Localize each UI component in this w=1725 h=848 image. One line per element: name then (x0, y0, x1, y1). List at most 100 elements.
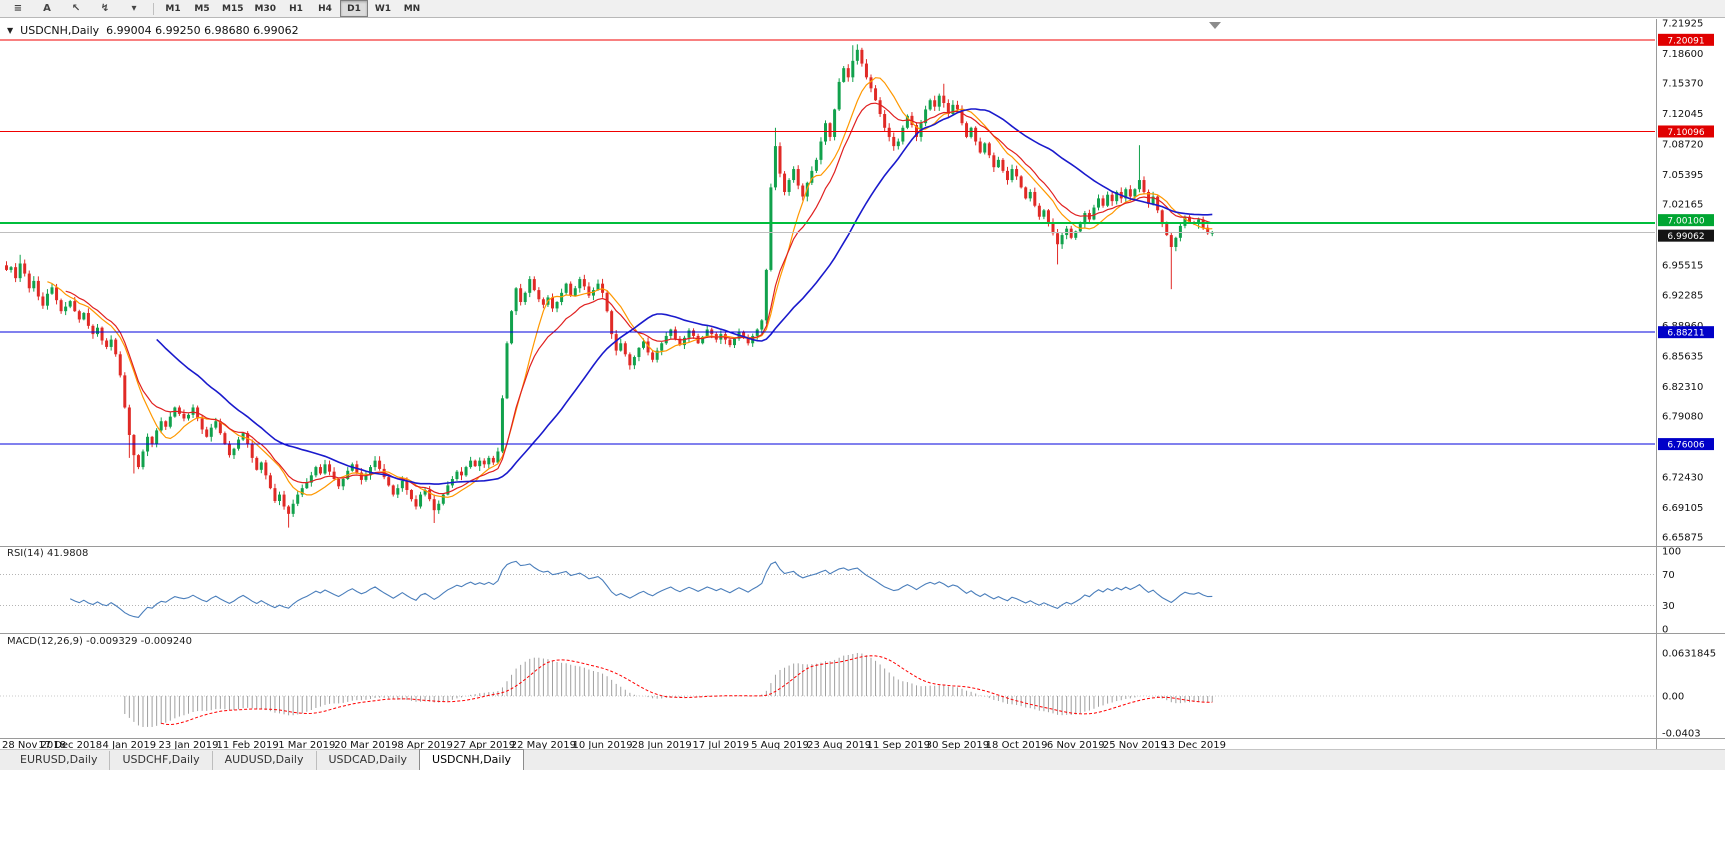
candle-body (660, 343, 664, 351)
price-tick-label: 7.05395 (1662, 170, 1703, 181)
candle-body (150, 436, 154, 445)
cursor-icon[interactable]: ↖ (71, 3, 81, 14)
candle-body (1056, 233, 1060, 245)
candle-body (314, 467, 318, 476)
candle-body (764, 269, 768, 321)
candle-body (632, 357, 636, 366)
candle-body (268, 475, 272, 489)
candle-body (773, 146, 777, 188)
candle-body (1074, 231, 1078, 238)
chart-tab-audusd[interactable]: AUDUSD,Daily (213, 751, 317, 770)
candle-body (960, 109, 964, 124)
price-tick-label: 7.12045 (1662, 109, 1703, 120)
candle-body (141, 451, 145, 468)
candle-body (305, 482, 309, 489)
candle-body (664, 335, 668, 344)
candle-body (883, 114, 887, 128)
candle-body (200, 418, 204, 430)
candle-body (432, 499, 436, 511)
candle-body (328, 464, 332, 472)
candle-body (846, 68, 850, 78)
candle-body (460, 471, 463, 476)
dropdown-caret-icon[interactable]: ▾ (131, 3, 137, 14)
candle-body (992, 155, 996, 168)
candle-body (127, 407, 131, 435)
timeframe-h1-button[interactable]: H1 (289, 3, 303, 14)
candle-body (86, 313, 90, 326)
rsi-axis-label: 0 (1662, 625, 1668, 636)
timeframe-d1-button[interactable]: D1 (339, 0, 368, 17)
candle-body (464, 467, 468, 476)
candle-body (23, 263, 27, 274)
timeframe-mn-button[interactable]: MN (403, 3, 421, 14)
candle-body (396, 488, 400, 495)
candle-body (1137, 180, 1141, 190)
candle-body (59, 300, 63, 312)
candle-body (378, 460, 382, 469)
candle-body (1028, 191, 1032, 199)
candle-body (669, 329, 673, 336)
price-tick-label: 6.65875 (1662, 533, 1703, 544)
candle-body (428, 490, 432, 500)
font-icon[interactable]: A (43, 3, 51, 14)
rsi-pane[interactable]: 100 70 30 0 (0, 547, 1681, 636)
candle-body (678, 338, 682, 346)
chart-shift-marker-icon[interactable] (1209, 22, 1221, 29)
candle-body (209, 427, 213, 437)
chart-tab-usdcnh[interactable]: USDCNH,Daily (419, 749, 525, 770)
candle-body (692, 330, 696, 336)
candle-body (769, 187, 773, 270)
candle-body (1156, 196, 1160, 211)
candle-body (514, 288, 518, 312)
price-axis[interactable]: 7.21925 7.18600 7.15370 7.12045 7.08720 7.053… (1662, 19, 1703, 544)
candle-body (682, 337, 686, 346)
chart-tab-usdchf[interactable]: USDCHF,Daily (110, 751, 213, 770)
chart-tab-usdcad[interactable]: USDCAD,Daily (317, 751, 421, 770)
candle-body (96, 327, 99, 335)
indicator-zigzag-icon[interactable]: ↯ (100, 3, 110, 14)
timeframe-m15-button[interactable]: M15 (222, 3, 244, 14)
price-badge-label: 7.10096 (1667, 128, 1704, 138)
candle-body (41, 296, 45, 306)
date-label: 30 Sep 2019 (926, 740, 989, 749)
candle-body (27, 273, 31, 289)
candle-body (551, 297, 554, 309)
candle-body (614, 334, 618, 351)
charts-menu-icon[interactable]: ≡ (13, 3, 23, 14)
candle-body (578, 279, 582, 289)
candle-body (500, 398, 504, 452)
candle-body (491, 457, 495, 463)
candle-body (905, 115, 909, 128)
timeframe-m30-button[interactable]: M30 (254, 3, 276, 14)
candle-body (5, 265, 8, 270)
candle-body (874, 88, 878, 101)
chart-tab-eurusd[interactable]: EURUSD,Daily (8, 751, 111, 770)
candle-body (214, 421, 218, 428)
candle-body (974, 127, 978, 142)
candle-body (1042, 210, 1046, 217)
candle-body (987, 143, 991, 156)
candle-body (191, 407, 195, 415)
timeframe-w1-button[interactable]: W1 (374, 3, 392, 14)
candle-body (582, 279, 586, 287)
candle-body (810, 170, 814, 183)
slow-ma-line (156, 108, 1213, 485)
date-label: 27 Apr 2019 (453, 740, 515, 749)
timeframe-m1-button[interactable]: M1 (165, 3, 181, 14)
price-badge (1658, 33, 1714, 46)
candle-body (901, 127, 905, 142)
candle-body (687, 330, 691, 338)
candle-body (118, 354, 122, 376)
macd-pane[interactable]: 0.0631845 0.00 -0.0403 (0, 649, 1716, 740)
candle-body (792, 169, 796, 181)
date-label: 17 Dec 2018 (38, 740, 102, 749)
timeframe-m5-button[interactable]: M5 (194, 3, 210, 14)
timeframe-h4-button[interactable]: H4 (318, 3, 332, 14)
candle-body (259, 462, 263, 470)
candle-body (423, 490, 427, 495)
candle-body (828, 123, 832, 137)
symbol-dropdown-icon[interactable]: ▼ (7, 26, 14, 35)
rsi-line (69, 560, 1213, 618)
price-chart[interactable]: 7.21925 7.18600 7.15370 7.12045 7.08720 7.053… (0, 19, 1725, 749)
